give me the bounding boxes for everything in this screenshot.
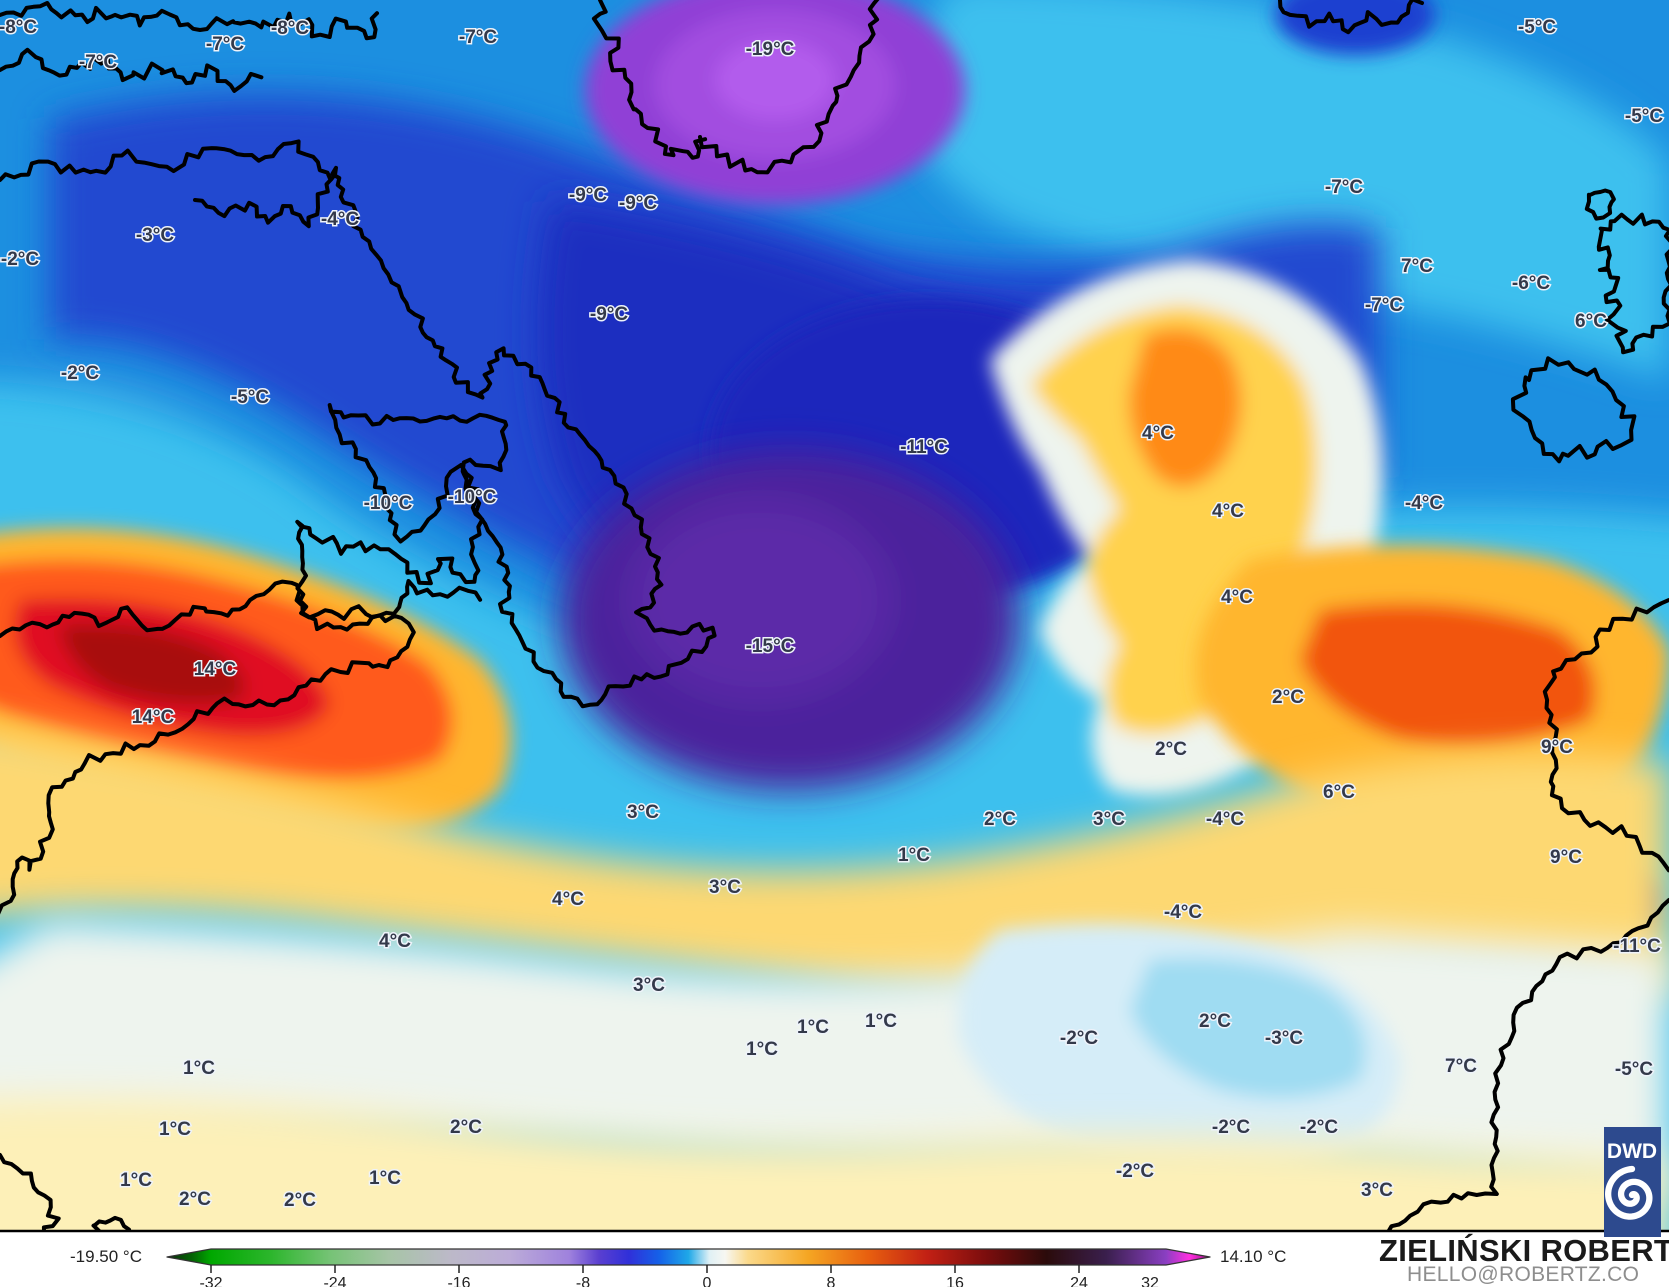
svg-text:HELLO@ROBERTZ.CO: HELLO@ROBERTZ.CO — [1407, 1263, 1639, 1286]
svg-text:-2°C: -2°C — [61, 363, 99, 384]
svg-text:2°C: 2°C — [1272, 687, 1304, 708]
svg-text:2°C: 2°C — [1155, 739, 1187, 760]
svg-text:-7°C: -7°C — [1325, 177, 1363, 198]
svg-text:4°C: 4°C — [1212, 501, 1244, 522]
svg-text:-32: -32 — [199, 1275, 222, 1287]
svg-text:-7°C: -7°C — [206, 34, 244, 55]
svg-text:6°C: 6°C — [1575, 311, 1607, 332]
svg-text:-4°C: -4°C — [1164, 902, 1202, 923]
svg-text:-2°C: -2°C — [1212, 1117, 1250, 1138]
svg-text:-19°C: -19°C — [746, 39, 795, 60]
svg-text:1°C: 1°C — [746, 1039, 778, 1060]
svg-text:-11°C: -11°C — [1613, 936, 1661, 957]
svg-text:1°C: 1°C — [797, 1017, 829, 1038]
svg-text:-6°C: -6°C — [1512, 273, 1550, 294]
svg-text:16: 16 — [946, 1275, 964, 1287]
svg-text:2°C: 2°C — [179, 1189, 211, 1210]
svg-text:-10°C: -10°C — [364, 493, 413, 514]
svg-text:-5°C: -5°C — [1518, 17, 1556, 38]
svg-text:4°C: 4°C — [379, 931, 411, 952]
svg-text:4°C: 4°C — [1142, 423, 1174, 444]
svg-text:4°C: 4°C — [1221, 587, 1253, 608]
svg-text:32: 32 — [1141, 1275, 1159, 1287]
svg-text:3°C: 3°C — [633, 975, 665, 996]
svg-text:-2°C: -2°C — [1116, 1161, 1154, 1182]
svg-text:-16: -16 — [447, 1275, 470, 1287]
svg-text:-10°C: -10°C — [448, 487, 497, 508]
svg-text:3°C: 3°C — [1093, 809, 1125, 830]
svg-text:-19.50 °C: -19.50 °C — [70, 1247, 142, 1266]
svg-text:-8°C: -8°C — [0, 17, 37, 38]
svg-text:2°C: 2°C — [450, 1117, 482, 1138]
svg-text:3°C: 3°C — [709, 877, 741, 898]
svg-text:-5°C: -5°C — [1625, 106, 1663, 127]
svg-text:8: 8 — [827, 1275, 836, 1287]
svg-text:-24: -24 — [323, 1275, 346, 1287]
svg-text:-9°C: -9°C — [569, 185, 607, 206]
svg-text:3°C: 3°C — [1361, 1180, 1393, 1201]
svg-text:1°C: 1°C — [183, 1058, 215, 1079]
svg-text:2°C: 2°C — [1199, 1011, 1231, 1032]
svg-text:-4°C: -4°C — [1206, 809, 1244, 830]
svg-text:DWD: DWD — [1607, 1140, 1657, 1163]
svg-text:3°C: 3°C — [627, 802, 659, 823]
svg-text:-2°C: -2°C — [1, 249, 39, 270]
svg-text:-9°C: -9°C — [590, 304, 628, 325]
svg-text:-2°C: -2°C — [1300, 1117, 1338, 1138]
svg-text:-2°C: -2°C — [1060, 1028, 1098, 1049]
svg-text:-11°C: -11°C — [900, 437, 948, 458]
svg-text:7°C: 7°C — [1445, 1056, 1477, 1077]
svg-text:4°C: 4°C — [552, 889, 584, 910]
svg-text:-7°C: -7°C — [1365, 295, 1403, 316]
svg-text:-4°C: -4°C — [1405, 493, 1443, 514]
svg-text:1°C: 1°C — [369, 1168, 401, 1189]
svg-text:-15°C: -15°C — [746, 636, 795, 657]
svg-text:14.10 °C: 14.10 °C — [1220, 1247, 1286, 1266]
svg-text:2°C: 2°C — [284, 1190, 316, 1211]
svg-text:1°C: 1°C — [120, 1170, 152, 1191]
svg-text:1°C: 1°C — [159, 1119, 191, 1140]
svg-text:-4°C: -4°C — [321, 209, 359, 230]
svg-text:-7°C: -7°C — [79, 52, 117, 73]
svg-text:6°C: 6°C — [1323, 782, 1355, 803]
svg-text:1°C: 1°C — [865, 1011, 897, 1032]
svg-text:1°C: 1°C — [898, 845, 930, 866]
svg-text:-8°C: -8°C — [271, 18, 309, 39]
svg-text:-9°C: -9°C — [619, 193, 657, 214]
svg-text:9°C: 9°C — [1541, 737, 1573, 758]
svg-text:-3°C: -3°C — [136, 225, 174, 246]
svg-text:14°C: 14°C — [132, 707, 175, 728]
svg-text:-5°C: -5°C — [1615, 1059, 1653, 1080]
svg-text:24: 24 — [1070, 1275, 1088, 1287]
svg-text:-7°C: -7°C — [459, 27, 497, 48]
svg-text:0: 0 — [703, 1275, 712, 1287]
svg-text:-5°C: -5°C — [231, 387, 269, 408]
svg-text:7°C: 7°C — [1401, 256, 1433, 277]
svg-text:-8: -8 — [576, 1275, 590, 1287]
svg-text:2°C: 2°C — [984, 809, 1016, 830]
svg-text:14°C: 14°C — [194, 659, 237, 680]
svg-text:-3°C: -3°C — [1265, 1028, 1303, 1049]
svg-text:9°C: 9°C — [1550, 847, 1582, 868]
